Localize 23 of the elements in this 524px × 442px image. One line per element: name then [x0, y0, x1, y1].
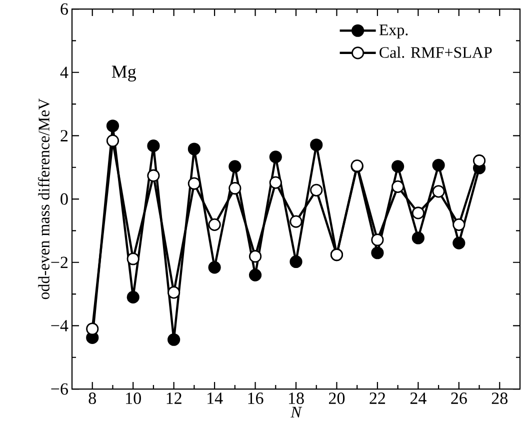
- x-axis-title: N: [290, 406, 302, 418]
- legend-label: Exp.: [379, 24, 408, 38]
- y-tick-label: 4: [60, 66, 68, 78]
- x-tick-label: 24: [410, 392, 426, 404]
- y-axis-title: odd-even mass difference/MeV: [38, 98, 50, 300]
- x-tick-label: 20: [328, 392, 345, 404]
- x-tick-label: 14: [208, 392, 223, 404]
- x-tick-label: 12: [166, 392, 182, 404]
- y-tick-label: 6: [60, 3, 68, 15]
- x-tick-label: 26: [451, 392, 467, 404]
- legend-label: Cal. RMF+SLAP: [380, 46, 492, 58]
- annotation: Mg: [112, 66, 136, 82]
- x-tick-label: 16: [248, 392, 264, 404]
- x-tick-label: 18: [288, 392, 304, 404]
- y-tick-label: −6: [51, 383, 68, 395]
- x-tick-label: 22: [370, 392, 386, 404]
- x-tick-label: 28: [492, 392, 508, 404]
- x-tick-label: 10: [126, 392, 141, 404]
- y-tick-label: 0: [60, 193, 68, 205]
- y-tick-label: −4: [51, 320, 68, 332]
- y-tick-label: −2: [51, 256, 68, 268]
- y-tick-label: 2: [60, 130, 68, 142]
- x-tick-label: 8: [88, 392, 96, 404]
